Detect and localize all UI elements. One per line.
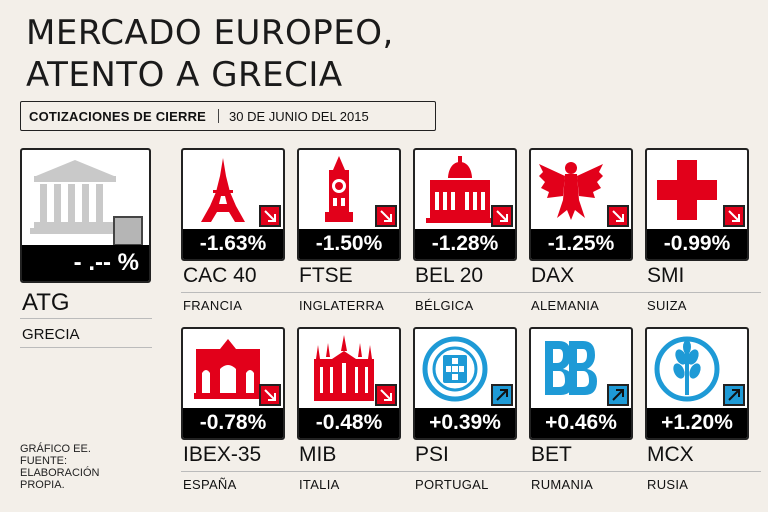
index-card-box: +1.20% (645, 327, 749, 440)
featured-change: - .-- % (22, 245, 149, 281)
index-country: PORTUGAL (415, 477, 489, 492)
portugal-emblem-icon (422, 336, 488, 402)
up-arrow-icon (491, 384, 513, 406)
index-name: PSI (415, 443, 449, 466)
credit-line-2: FUENTE: (20, 455, 68, 467)
index-country: ALEMANIA (531, 298, 600, 313)
index-change: -0.99% (647, 229, 747, 259)
title-line-2: ATENTO A GRECIA (26, 55, 343, 95)
index-card-box: -0.78% (181, 327, 285, 440)
swiss-cross-icon (657, 160, 717, 220)
index-change: -0.78% (183, 408, 283, 438)
divider (645, 292, 761, 293)
down-arrow-icon (491, 205, 513, 227)
index-name: CAC 40 (183, 264, 257, 287)
credit-line-4: PROPIA. (20, 479, 65, 491)
index-card-box: -0.48% (297, 327, 401, 440)
index-country: BÉLGICA (415, 298, 474, 313)
index-change: -1.50% (299, 229, 399, 259)
greek-temple-icon (30, 160, 120, 234)
index-country: RUMANIA (531, 477, 594, 492)
index-card-box: -1.50% (297, 148, 401, 261)
subtitle-bar: COTIZACIONES DE CIERRE 30 DE JUNIO DEL 2… (20, 101, 436, 131)
featured-card-atg: - .-- % (20, 148, 151, 283)
index-country: ITALIA (299, 477, 340, 492)
divider (413, 471, 529, 472)
up-arrow-icon (723, 384, 745, 406)
index-change: -1.25% (531, 229, 631, 259)
index-name: MIB (299, 443, 337, 466)
index-change: -1.63% (183, 229, 283, 259)
featured-index-name: ATG (22, 289, 70, 316)
index-country: INGLATERRA (299, 298, 385, 313)
subtitle-date: 30 DE JUNIO DEL 2015 (229, 108, 369, 124)
eiffel-tower-icon (201, 158, 245, 222)
index-name: IBEX-35 (183, 443, 262, 466)
index-name: MCX (647, 443, 694, 466)
index-card-box: -1.28% (413, 148, 517, 261)
index-name: SMI (647, 264, 685, 287)
featured-divider-1 (20, 318, 152, 319)
down-arrow-icon (723, 205, 745, 227)
palace-icon (426, 156, 494, 223)
subtitle-label: COTIZACIONES DE CIERRE (29, 108, 207, 124)
puerta-alcala-icon (194, 339, 262, 399)
index-change: -0.48% (299, 408, 399, 438)
divider (181, 292, 297, 293)
down-arrow-icon (375, 205, 397, 227)
divider (529, 471, 645, 472)
milan-cathedral-icon (314, 335, 374, 401)
source-credit: GRÁFICO EE. FUENTE: ELABORACIÓN PROPIA. (20, 443, 130, 491)
divider (297, 292, 413, 293)
divider (413, 292, 529, 293)
index-card-box: -1.25% (529, 148, 633, 261)
eagle-icon (539, 162, 603, 220)
index-change: +1.20% (647, 408, 747, 438)
down-arrow-icon (259, 205, 281, 227)
up-arrow-icon (607, 384, 629, 406)
index-change: +0.39% (415, 408, 515, 438)
featured-country: GRECIA (22, 326, 80, 343)
index-card-box: +0.46% (529, 327, 633, 440)
wheat-emblem-icon (654, 336, 720, 402)
big-ben-icon (325, 156, 353, 222)
index-name: BEL 20 (415, 264, 484, 287)
down-arrow-icon (607, 205, 629, 227)
down-arrow-icon (375, 384, 397, 406)
down-arrow-icon (259, 384, 281, 406)
flat-indicator (113, 216, 143, 246)
bet-logo-icon (545, 341, 597, 395)
subtitle-divider (218, 109, 220, 123)
title-line-1: MERCADO EUROPEO, (26, 13, 394, 53)
divider (645, 471, 761, 472)
index-card-box: -0.99% (645, 148, 749, 261)
index-country: RUSIA (647, 477, 689, 492)
page-title: MERCADO EUROPEO, ATENTO A GRECIA (26, 12, 546, 96)
credit-line-3: ELABORACIÓN (20, 467, 100, 479)
index-name: FTSE (299, 264, 353, 287)
divider (297, 471, 413, 472)
credit-line-1: GRÁFICO EE. (20, 443, 91, 455)
divider (181, 471, 297, 472)
index-country: ESPAÑA (183, 477, 237, 492)
index-name: DAX (531, 264, 575, 287)
index-change: +0.46% (531, 408, 631, 438)
featured-divider-2 (20, 347, 152, 348)
index-country: SUIZA (647, 298, 687, 313)
index-card-box: -1.63% (181, 148, 285, 261)
index-country: FRANCIA (183, 298, 243, 313)
index-name: BET (531, 443, 572, 466)
index-change: -1.28% (415, 229, 515, 259)
divider (529, 292, 645, 293)
index-card-box: +0.39% (413, 327, 517, 440)
